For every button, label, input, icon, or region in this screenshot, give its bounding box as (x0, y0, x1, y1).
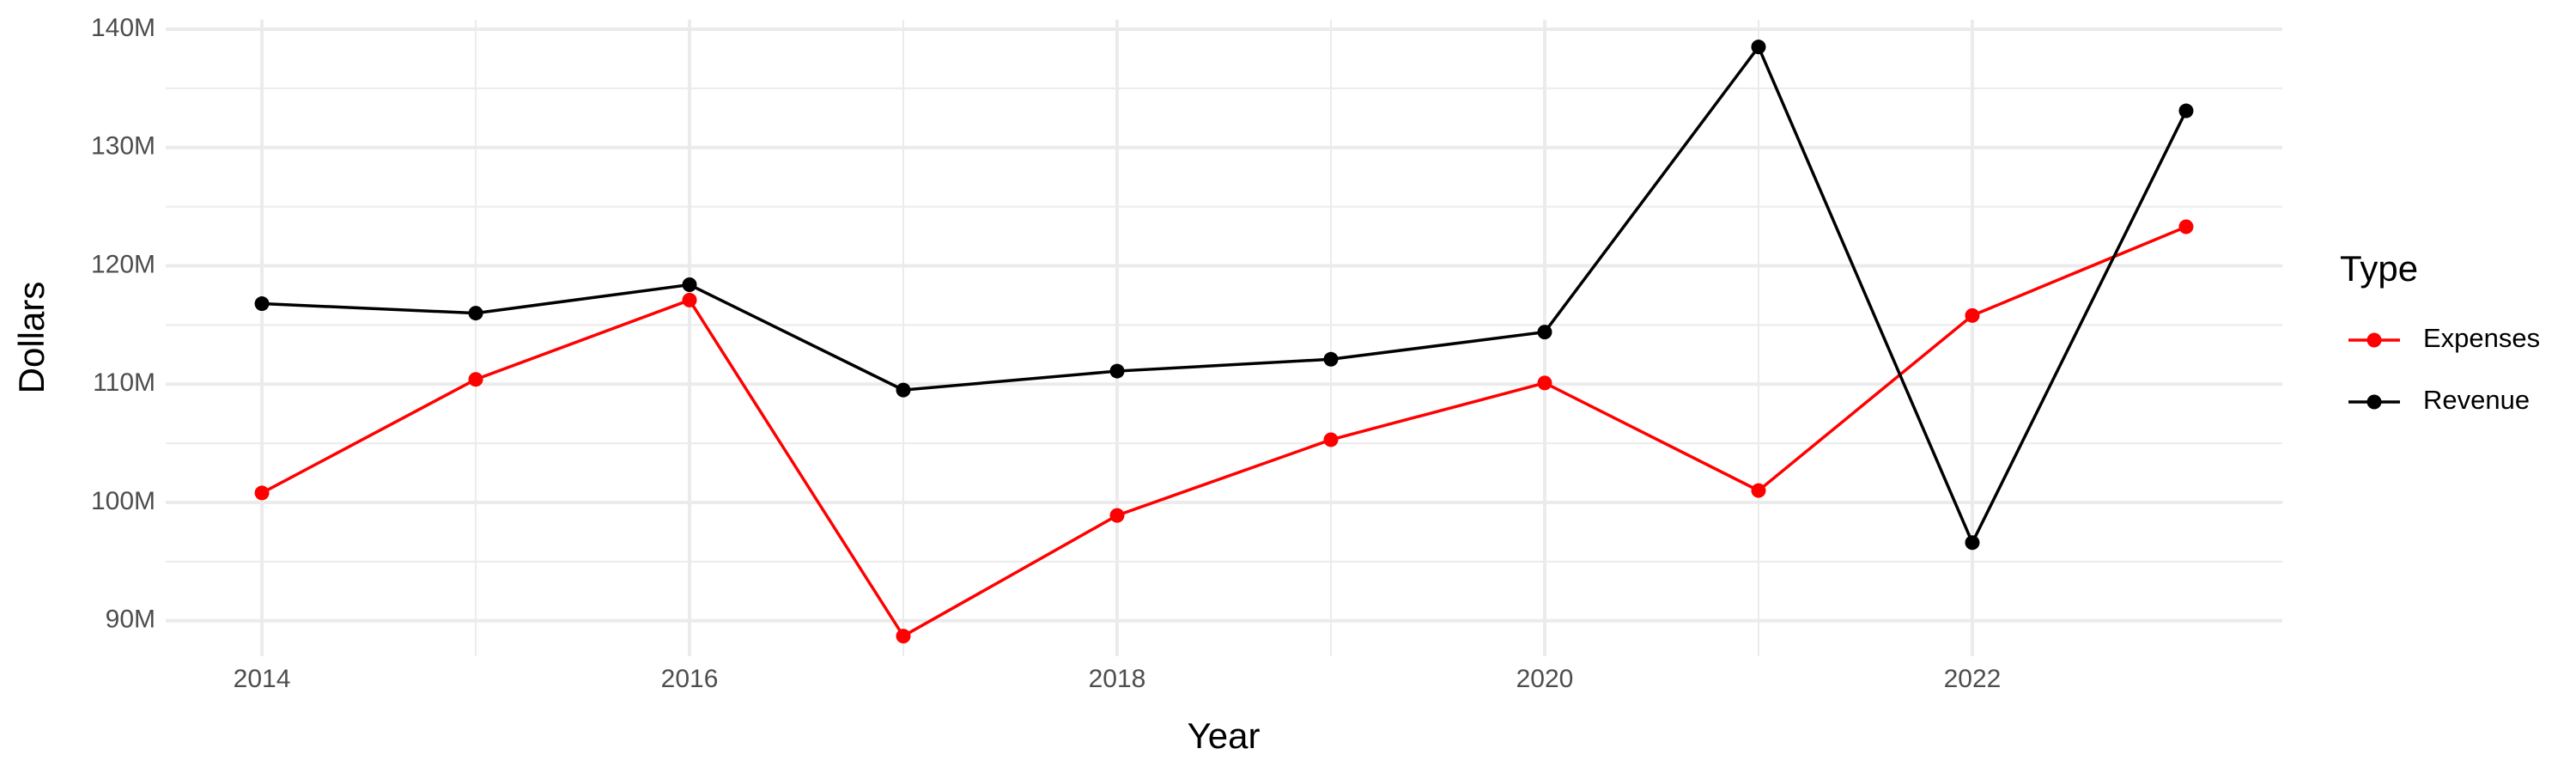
x-tick-label: 2018 (1089, 665, 1146, 693)
x-axis-title: Year (1188, 715, 1261, 756)
data-point (468, 372, 483, 387)
legend-label: Revenue (2423, 385, 2530, 415)
data-point (1965, 535, 1980, 551)
y-tick-label: 90M (106, 606, 155, 634)
y-tick-label: 130M (91, 132, 155, 161)
data-point (1537, 325, 1552, 340)
y-tick-label: 120M (91, 250, 155, 278)
legend-marker (2366, 394, 2382, 410)
data-point (682, 277, 697, 293)
data-point (254, 296, 270, 312)
series-line (261, 225, 2187, 638)
legend-label: Expenses (2423, 323, 2540, 353)
y-axis-title: Dollars (11, 282, 52, 394)
data-point (1323, 432, 1339, 447)
x-tick-label: 2020 (1516, 665, 1574, 693)
data-point (896, 629, 911, 644)
data-point (1751, 483, 1766, 498)
x-tick-label: 2022 (1944, 665, 2002, 693)
data-point (1109, 363, 1125, 379)
data-point (1323, 351, 1339, 367)
x-tick-label: 2016 (661, 665, 719, 693)
x-tick-label: 2014 (234, 665, 291, 693)
data-point (2178, 103, 2194, 119)
data-point (1965, 307, 1980, 323)
data-point (682, 292, 697, 307)
data-point (468, 306, 483, 321)
data-point (254, 485, 270, 501)
legend-title: Type (2340, 248, 2418, 289)
y-tick-label: 110M (93, 368, 155, 397)
y-tick-label: 100M (91, 487, 155, 515)
data-point (896, 382, 911, 398)
data-point (2178, 219, 2194, 234)
series-line (261, 44, 2188, 546)
data-point (1537, 375, 1552, 391)
data-point (1751, 40, 1766, 55)
y-tick-label: 140M (91, 14, 155, 42)
data-point (1109, 508, 1125, 523)
legend-marker (2366, 332, 2382, 348)
